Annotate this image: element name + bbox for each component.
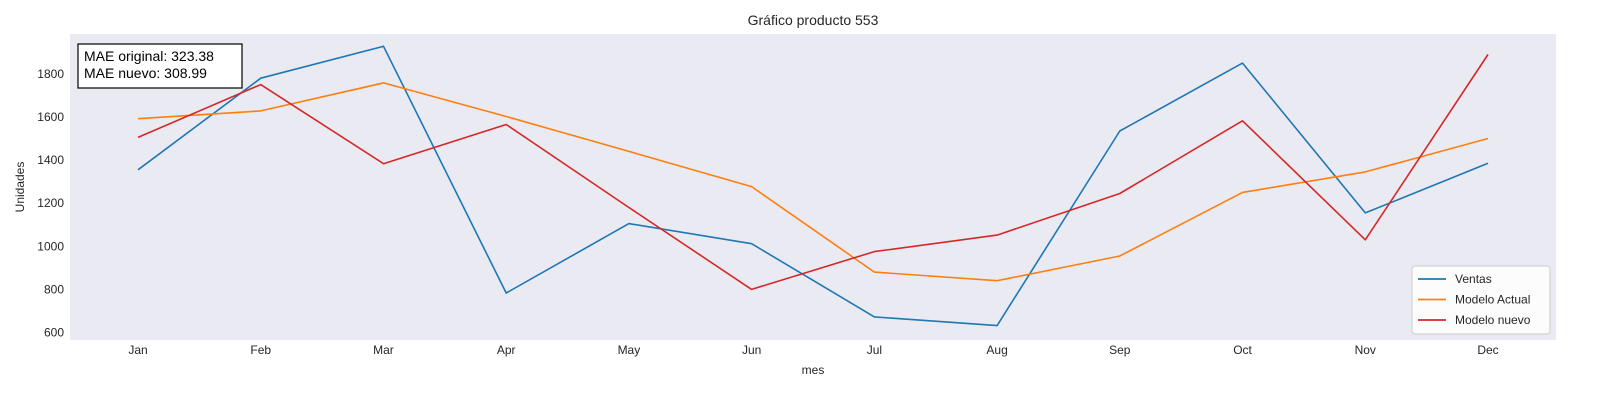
chart-title: Gráfico producto 553 bbox=[748, 12, 879, 28]
x-tick-label: Apr bbox=[497, 343, 516, 357]
x-tick-label: Dec bbox=[1477, 343, 1498, 357]
x-tick-label: Mar bbox=[373, 343, 394, 357]
legend-entry-0: Ventas bbox=[1455, 272, 1492, 286]
series-line-1 bbox=[137, 82, 1489, 282]
x-tick-label: Jan bbox=[128, 343, 147, 357]
y-tick-label: 1000 bbox=[37, 239, 64, 253]
legend: Ventas Modelo Actual Modelo nuevo bbox=[1411, 265, 1551, 335]
x-tick-label: May bbox=[618, 343, 641, 357]
y-tick-label: 1400 bbox=[37, 153, 64, 167]
legend-entry-1: Modelo Actual bbox=[1455, 293, 1530, 307]
legend-frame bbox=[1411, 265, 1551, 335]
mae-annotation-box: MAE original: 323.38 MAE nuevo: 308.99 bbox=[77, 43, 243, 89]
x-tick-label: Feb bbox=[250, 343, 271, 357]
x-tick-label: Jun bbox=[742, 343, 761, 357]
x-axis-ticks: Jan Feb Mar Apr May Jun Jul Aug Sep Oct Nov Dec bbox=[128, 343, 1498, 357]
x-tick-label: Nov bbox=[1355, 343, 1376, 357]
y-tick-label: 1600 bbox=[37, 110, 64, 124]
x-tick-label: Jul bbox=[867, 343, 882, 357]
y-tick-label: 600 bbox=[44, 325, 64, 339]
annotation-mae-nuevo: MAE nuevo: 308.99 bbox=[84, 65, 207, 81]
y-tick-label: 1800 bbox=[37, 67, 64, 81]
y-axis-ticks: 600 800 1000 1200 1400 1600 1800 bbox=[37, 67, 64, 340]
series-line-0 bbox=[137, 45, 1489, 327]
series-line-2 bbox=[137, 54, 1489, 291]
annotation-frame bbox=[77, 43, 243, 89]
y-tick-label: 800 bbox=[44, 282, 64, 296]
x-tick-label: Sep bbox=[1109, 343, 1131, 357]
series-lines bbox=[137, 45, 1489, 327]
annotation-mae-original: MAE original: 323.38 bbox=[84, 48, 214, 64]
x-tick-label: Aug bbox=[986, 343, 1007, 357]
x-tick-label: Oct bbox=[1233, 343, 1252, 357]
y-tick-label: 1200 bbox=[37, 196, 64, 210]
legend-entry-2: Modelo nuevo bbox=[1455, 313, 1531, 327]
y-axis-label: Unidades bbox=[13, 162, 27, 213]
x-axis-label: mes bbox=[802, 363, 825, 377]
plot-area bbox=[70, 34, 1556, 340]
